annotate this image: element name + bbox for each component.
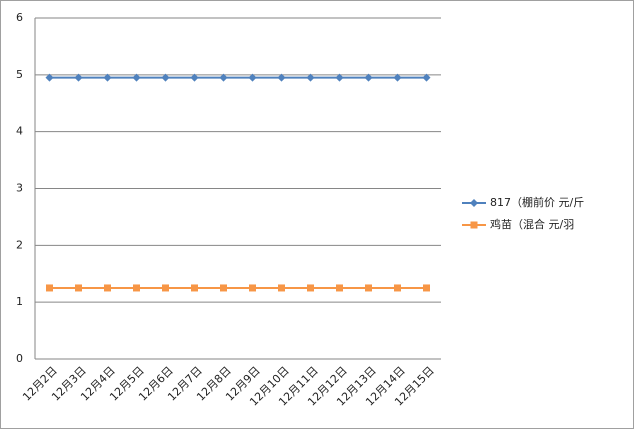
marker <box>423 284 430 292</box>
marker <box>103 73 112 82</box>
marker <box>74 73 83 82</box>
marker <box>249 284 256 292</box>
y-tick-label: 3 <box>16 182 23 195</box>
marker <box>364 73 373 82</box>
marker <box>45 73 54 82</box>
legend-label: 817（棚前价 元/斤 <box>490 195 584 209</box>
marker <box>104 284 111 292</box>
marker <box>335 73 344 82</box>
marker <box>190 73 199 82</box>
y-tick-label: 1 <box>16 295 23 308</box>
marker <box>75 284 82 292</box>
marker <box>307 284 314 292</box>
y-tick-label: 5 <box>16 68 23 81</box>
marker <box>219 73 228 82</box>
marker <box>336 284 343 292</box>
marker <box>191 284 198 292</box>
y-tick-label: 2 <box>16 238 23 251</box>
marker <box>393 73 402 82</box>
marker <box>162 284 169 292</box>
y-tick-label: 6 <box>16 11 23 24</box>
marker <box>306 73 315 82</box>
marker <box>133 284 140 292</box>
marker <box>220 284 227 292</box>
y-tick-label: 0 <box>16 352 23 365</box>
marker <box>365 284 372 292</box>
marker <box>470 221 478 229</box>
marker <box>394 284 401 292</box>
legend-label: 鸡苗（混合 元/羽 <box>490 217 574 231</box>
marker <box>161 73 170 82</box>
marker <box>277 73 286 82</box>
marker <box>278 284 285 292</box>
marker <box>248 73 257 82</box>
marker <box>132 73 141 82</box>
marker <box>470 199 478 207</box>
marker <box>422 73 431 82</box>
marker <box>46 284 53 292</box>
y-tick-label: 4 <box>16 125 23 138</box>
